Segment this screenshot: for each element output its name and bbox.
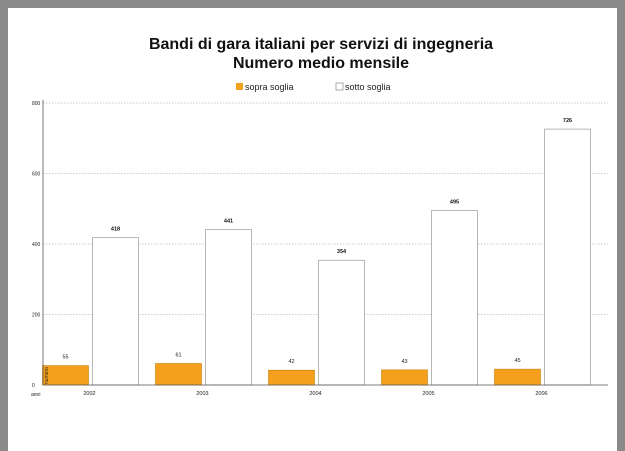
legend-swatch-sotto-soglia	[335, 82, 344, 91]
data-label-sotto-2004: 354	[337, 249, 347, 255]
chart-subtitle: Numero medio mensile	[233, 55, 409, 72]
x-axis-label: anni	[31, 392, 40, 398]
y-axis-label: numero	[44, 367, 50, 384]
chart-title: Bandi di gara italiani per servizi di in…	[149, 36, 493, 53]
axes: 0 200 400 600 800 2002 2003 2004 2005 2006	[32, 100, 608, 397]
data-label-sotto-2006: 726	[563, 118, 572, 124]
data-labels: 55 418 61 441 42 354 43 495 45 726	[62, 118, 572, 365]
legend-label-sotto-soglia: sotto soglia	[345, 82, 391, 92]
x-tick-label-2003: 2003	[196, 391, 208, 397]
bar-sopra-2005	[381, 369, 428, 386]
data-label-sopra-2003: 61	[175, 352, 181, 358]
legend-label-sopra-soglia: sopra soglia	[245, 82, 294, 92]
bar-sotto-2006	[544, 128, 591, 386]
bars	[42, 128, 591, 386]
y-tick-label-600: 600	[32, 172, 41, 178]
bar-sotto-2002	[92, 237, 139, 386]
data-label-sopra-2005: 43	[401, 359, 407, 365]
y-tick-label-400: 400	[32, 242, 41, 248]
data-label-sopra-2006: 45	[514, 358, 520, 364]
chart: Bandi di gara italiani per servizi di in…	[31, 36, 608, 398]
x-tick-label-2002: 2002	[83, 391, 95, 397]
bar-sopra-2006	[494, 368, 541, 386]
bar-sopra-2004	[268, 369, 315, 386]
data-label-sopra-2002: 55	[62, 355, 68, 361]
y-tick-label-800: 800	[32, 101, 41, 107]
data-label-sotto-2005: 495	[450, 200, 459, 206]
y-tick-label-200: 200	[32, 313, 41, 319]
x-tick-label-2005: 2005	[422, 391, 434, 397]
bar-sotto-2004	[318, 259, 365, 386]
bar-sotto-2003	[205, 229, 252, 386]
x-tick-label-2006: 2006	[535, 391, 547, 397]
data-label-sotto-2002: 418	[111, 227, 120, 233]
chart-frame: Bandi di gara italiani per servizi di in…	[8, 8, 617, 451]
y-tick-label-0: 0	[32, 383, 35, 389]
bar-sotto-2005	[431, 210, 478, 386]
legend: sopra soglia sotto soglia	[236, 82, 391, 92]
legend-swatch-sopra-soglia	[236, 83, 243, 90]
bar-sopra-2003	[155, 363, 202, 386]
x-tick-label-2004: 2004	[309, 391, 321, 397]
data-label-sopra-2004: 42	[288, 359, 294, 365]
data-label-sotto-2003: 441	[224, 219, 233, 225]
